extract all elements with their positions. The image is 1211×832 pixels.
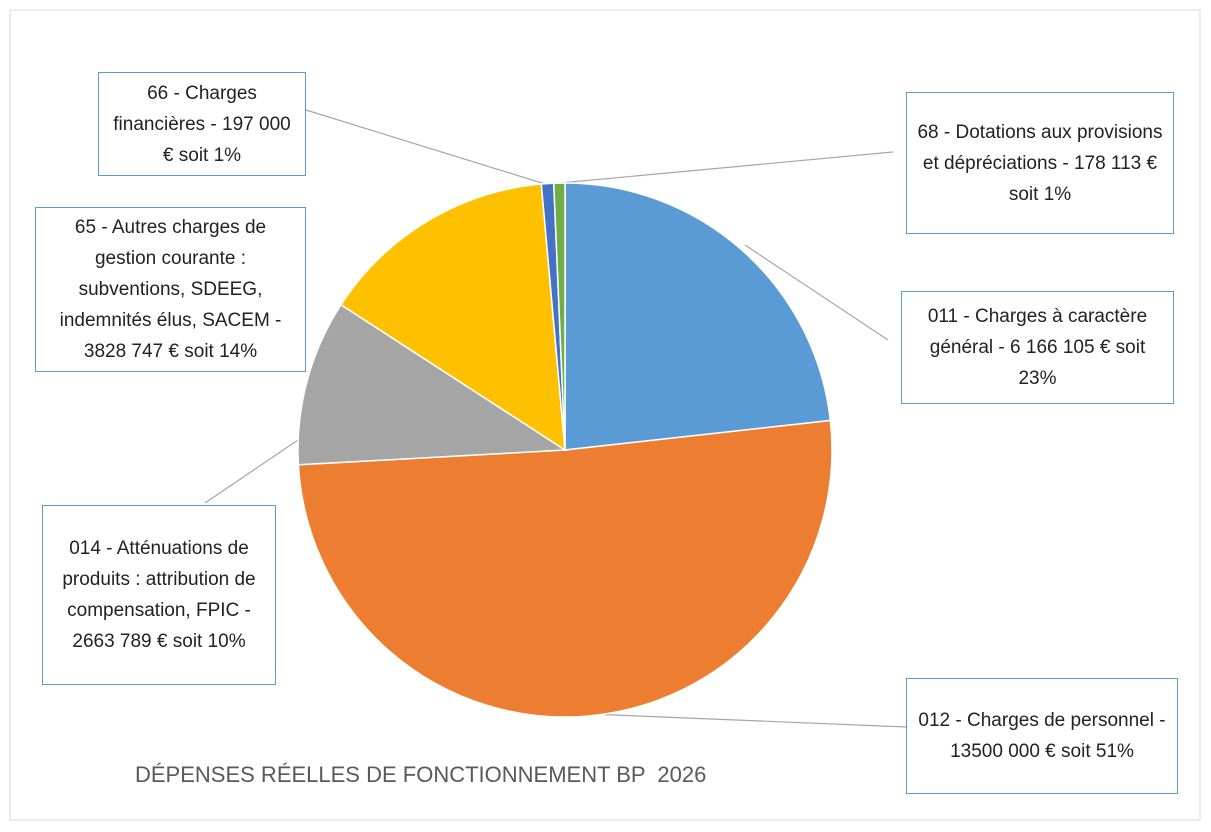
data-label: 68 - Dotations aux provisions et dépréci…: [915, 117, 1165, 210]
leader-line: [559, 151, 894, 184]
pie-slice: [297, 303, 568, 466]
data-label-box: 65 - Autres charges de gestion courante …: [35, 207, 306, 372]
pie-slice: [564, 182, 832, 451]
data-label: 65 - Autres charges de gestion courante …: [44, 212, 297, 367]
pie-slice: [297, 419, 833, 718]
value-label: 3828 747 € soit 14%: [83, 341, 258, 362]
data-label-box: 68 - Dotations aux provisions et dépréci…: [906, 92, 1174, 234]
value-label: 197 000 € soit 1%: [162, 113, 291, 166]
category-label: 68 - Dotations aux provisions et dépréci…: [917, 121, 1163, 174]
data-label-box: 011 - Charges à caractère général - 6 16…: [901, 291, 1174, 404]
value-label: 13500 000 € soit 51%: [950, 741, 1134, 762]
value-label: 2663 789 € soit 10%: [72, 631, 246, 652]
data-label: 66 - Charges financières - 197 000 € soi…: [107, 78, 297, 171]
leader-line: [204, 439, 299, 504]
data-label: 014 - Atténuations de produits : attribu…: [51, 533, 267, 657]
value-label: 6 166 105 € soit 23%: [1010, 337, 1146, 389]
category-label: 66 - Charges financières -: [113, 82, 257, 135]
data-label: 011 - Charges à caractère général - 6 16…: [910, 301, 1165, 394]
leader-line: [589, 713, 907, 728]
pie-slice: [552, 182, 566, 451]
category-label: 014 - Atténuations de produits : attribu…: [62, 538, 256, 621]
data-label: 012 - Charges de personnel - 13500 000 €…: [915, 705, 1169, 767]
data-label-box: 012 - Charges de personnel - 13500 000 €…: [906, 678, 1178, 794]
pie-slice: [339, 183, 566, 452]
category-label: 012 - Charges de personnel -: [918, 710, 1166, 731]
value-label: 178 113 € soit 1%: [1008, 152, 1158, 205]
data-label-box: 66 - Charges financières - 197 000 € soi…: [98, 72, 306, 176]
chart-border: [9, 9, 1201, 821]
leader-line: [744, 244, 889, 341]
category-label: 011 - Charges à caractère général -: [927, 306, 1148, 358]
leader-line: [305, 109, 546, 185]
data-label-box: 014 - Atténuations de produits : attribu…: [42, 505, 276, 685]
chart-title: DÉPENSES RÉELLES DE FONCTIONNEMENT BP 20…: [135, 762, 707, 787]
category-label: 65 - Autres charges de gestion courante …: [59, 217, 282, 331]
